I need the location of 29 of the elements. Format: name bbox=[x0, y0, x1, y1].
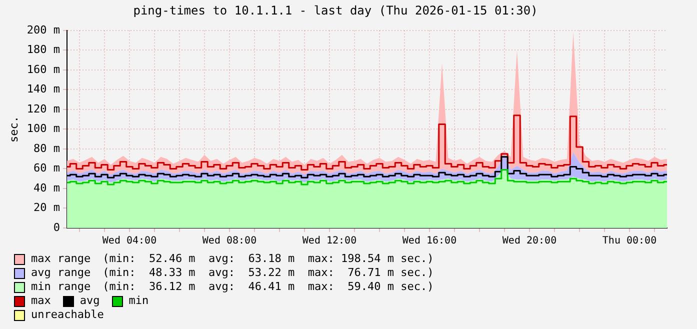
y-tick-label: 40 m bbox=[34, 181, 60, 194]
legend-label: avg range bbox=[31, 266, 91, 280]
y-tick-label: 180 m bbox=[26, 43, 60, 56]
y-tick-label: 100 m bbox=[26, 122, 60, 136]
y-tick-label: 200 m bbox=[26, 23, 60, 36]
legend-label: max bbox=[31, 294, 51, 308]
x-tick-label: Wed 08:00 bbox=[202, 236, 257, 247]
text: (min: 48.33 m avg: 53.22 m max: 76.71 m sec.) bbox=[102, 266, 434, 280]
y-tick-label: 0 bbox=[53, 220, 60, 234]
y-axis-title: sec. bbox=[7, 116, 20, 142]
x-tick-label: Wed 20:00 bbox=[502, 236, 557, 247]
x-tick-label: Wed 12:00 bbox=[302, 236, 357, 247]
legend-label: min range bbox=[31, 280, 91, 294]
legend-label: avg bbox=[80, 294, 100, 308]
x-tick-label: Wed 04:00 bbox=[102, 236, 157, 247]
legend-label: min bbox=[128, 294, 149, 308]
chart-title: ping-times to 10.1.1.1 - last day (Thu 2026-01-15 01:30) bbox=[133, 3, 538, 18]
legend-label: max range bbox=[31, 252, 91, 266]
x-tick-label: Wed 16:00 bbox=[402, 236, 457, 247]
legend-label: unreachable bbox=[31, 308, 104, 322]
text: (min: 52.46 m avg: 63.18 m max: 198.54 m sec.) bbox=[102, 252, 434, 266]
text: (min: 36.12 m avg: 46.41 m max: 59.40 m sec.) bbox=[102, 280, 434, 294]
y-tick-label: 160 m bbox=[26, 62, 60, 76]
y-tick-label: 140 m bbox=[26, 82, 60, 96]
y-tick-label: 20 m bbox=[34, 201, 60, 214]
x-tick-label: Thu 00:00 bbox=[602, 236, 657, 247]
y-tick-label: 120 m bbox=[26, 102, 60, 116]
y-tick-label: 60 m bbox=[34, 162, 60, 175]
y-tick-label: 80 m bbox=[34, 142, 60, 155]
